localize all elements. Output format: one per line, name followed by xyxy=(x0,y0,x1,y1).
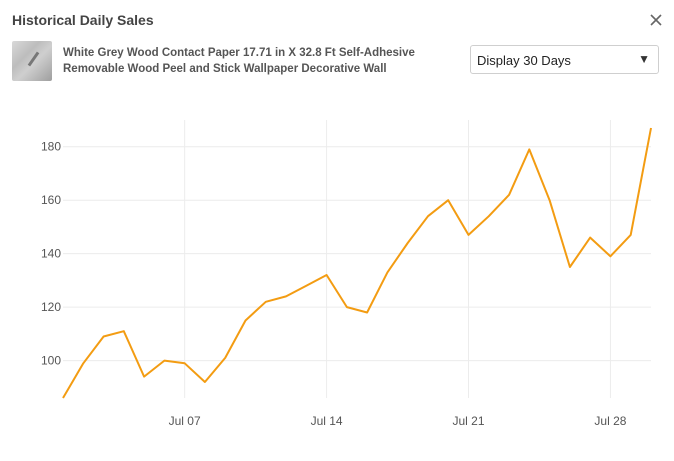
close-icon[interactable] xyxy=(646,10,666,30)
x-tick-label: Jul 14 xyxy=(311,414,343,428)
y-tick-label: 140 xyxy=(41,247,61,261)
range-select[interactable]: Display 30 Days ▼ xyxy=(470,45,659,74)
chevron-down-icon: ▼ xyxy=(638,52,650,66)
y-tick-label: 100 xyxy=(41,354,61,368)
y-tick-label: 180 xyxy=(41,140,61,154)
range-select-value: Display 30 Days xyxy=(477,53,571,68)
sales-line xyxy=(62,127,652,399)
y-tick-label: 160 xyxy=(41,193,61,207)
x-tick-label: Jul 28 xyxy=(594,414,626,428)
page-title: Historical Daily Sales xyxy=(12,12,154,28)
product-name: White Grey Wood Contact Paper 17.71 in X… xyxy=(63,47,415,75)
x-tick-label: Jul 21 xyxy=(453,414,485,428)
x-tick-label: Jul 07 xyxy=(169,414,201,428)
y-tick-label: 120 xyxy=(41,300,61,314)
product-thumbnail xyxy=(12,41,52,81)
